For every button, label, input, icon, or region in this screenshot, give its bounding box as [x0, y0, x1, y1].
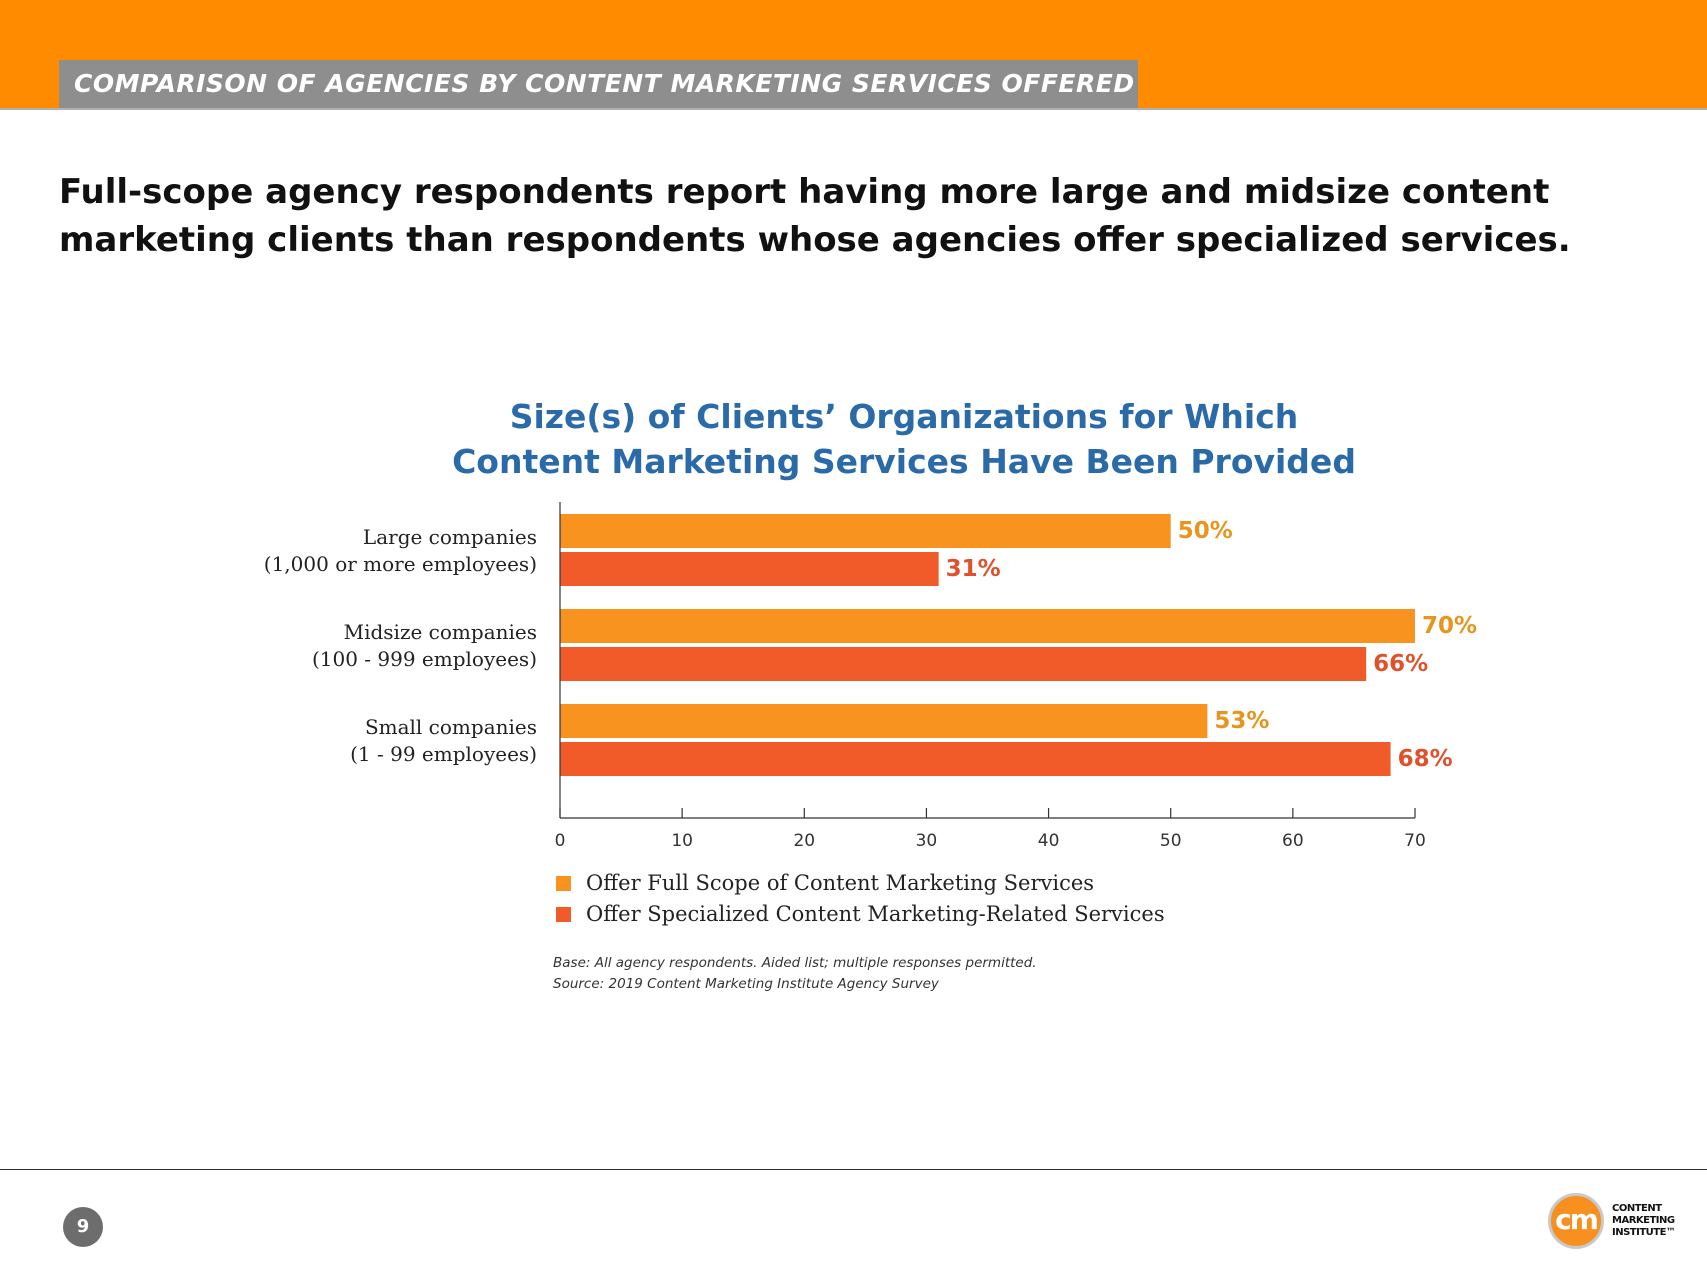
x-tick-label: 70: [1404, 831, 1426, 851]
bar: [560, 609, 1415, 643]
legend-label: Offer Specialized Content Marketing-Rela…: [586, 902, 1165, 926]
headline: Full-scope agency respondents report hav…: [59, 172, 1571, 260]
category-label: (1,000 or more employees): [264, 552, 537, 576]
data-label: 31%: [946, 556, 1001, 582]
x-tick-label: 10: [671, 831, 693, 851]
data-label: 53%: [1214, 708, 1269, 734]
x-tick-label: 40: [1038, 831, 1060, 851]
category-label: (1 - 99 employees): [350, 742, 537, 766]
category-label: (100 - 999 employees): [312, 647, 537, 671]
base-note: Base: All agency respondents. Aided list…: [553, 955, 1037, 971]
data-label: 70%: [1422, 613, 1477, 639]
x-tick-label: 50: [1160, 831, 1182, 851]
x-tick-label: 0: [555, 831, 566, 851]
logo-text-line: CONTENT: [1612, 1203, 1662, 1214]
data-label: 50%: [1178, 518, 1233, 544]
page-number: 9: [63, 1207, 103, 1247]
section-title: COMPARISON OF AGENCIES BY CONTENT MARKET…: [59, 60, 1138, 108]
logo-text-line: INSTITUTE™: [1612, 1227, 1676, 1238]
logo-text: CONTENT MARKETING INSTITUTE™: [1612, 1203, 1676, 1239]
chart-title-line-1: Size(s) of Clients’ Organizations for Wh…: [510, 397, 1299, 436]
cm-logo-icon: cm: [1548, 1193, 1604, 1249]
category-label: Small companies: [365, 715, 537, 739]
x-tick-label: 60: [1282, 831, 1304, 851]
source-note: Source: 2019 Content Marketing Institute…: [553, 976, 939, 992]
bar: [560, 647, 1367, 681]
category-label: Large companies: [363, 525, 537, 549]
legend-swatch: [556, 907, 571, 922]
bar: [560, 514, 1171, 548]
data-label: 68%: [1398, 746, 1453, 772]
bar: [560, 552, 939, 586]
footer-divider: [0, 1169, 1707, 1170]
bar: [560, 742, 1391, 776]
x-tick-label: 20: [793, 831, 815, 851]
logo-text-line: MARKETING: [1612, 1215, 1675, 1226]
bar-chart: Size(s) of Clients’ Organizations for Wh…: [264, 397, 1477, 926]
x-tick-label: 30: [916, 831, 938, 851]
cmi-logo: cm CONTENT MARKETING INSTITUTE™: [1544, 1189, 1676, 1259]
legend-swatch: [556, 876, 571, 891]
legend-label: Offer Full Scope of Content Marketing Se…: [586, 871, 1094, 895]
bar: [560, 704, 1208, 738]
chart-title-line-2: Content Marketing Services Have Been Pro…: [452, 442, 1356, 481]
data-label: 66%: [1373, 651, 1428, 677]
category-label: Midsize companies: [344, 620, 537, 644]
